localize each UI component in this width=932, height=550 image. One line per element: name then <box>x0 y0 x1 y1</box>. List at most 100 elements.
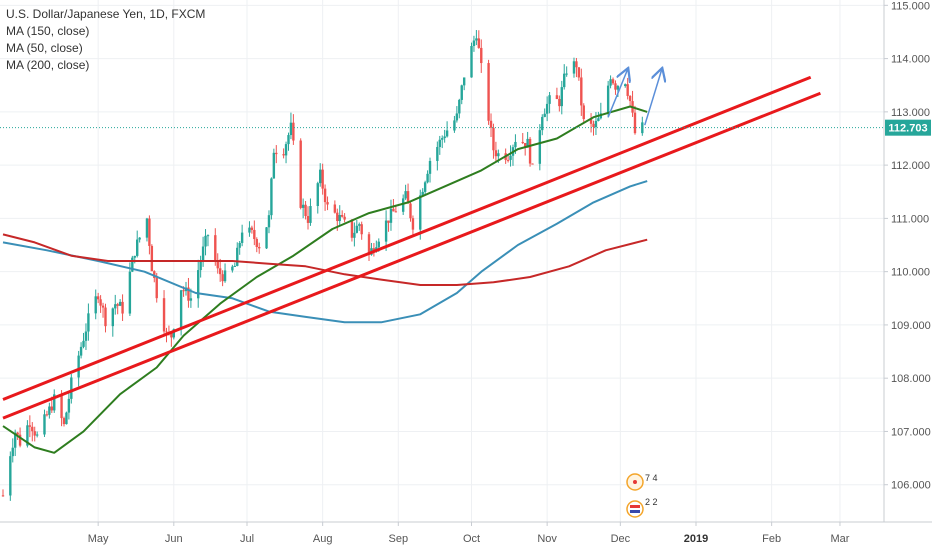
candle-body <box>438 139 441 148</box>
candle-body <box>258 246 261 249</box>
candle-body <box>9 456 12 496</box>
candle-body <box>333 204 337 213</box>
candle-body <box>453 120 456 131</box>
candle-body <box>150 245 154 272</box>
candle-body <box>509 155 512 160</box>
candle-body <box>53 394 56 411</box>
candle-body <box>197 270 200 299</box>
x-tick-label: Dec <box>611 533 631 545</box>
candle-body <box>121 301 124 314</box>
candle-body <box>528 138 532 164</box>
candle-body <box>301 204 305 208</box>
candle-body <box>111 308 115 327</box>
candle-body <box>14 432 17 448</box>
candle-body <box>628 95 632 102</box>
candle-body <box>204 235 207 247</box>
candle-body <box>470 46 473 78</box>
candle-body <box>606 85 610 114</box>
candle-body <box>336 212 339 222</box>
candle-body <box>31 426 34 432</box>
candle-body <box>179 290 183 330</box>
projection-arrow-0 <box>607 69 628 118</box>
candle-body <box>401 198 405 212</box>
candle-body <box>323 188 327 203</box>
candle-body <box>221 274 224 282</box>
candle-body <box>387 220 390 223</box>
candle-body <box>377 241 380 248</box>
candle-body <box>326 202 329 205</box>
y-tick-label: 115.000 <box>891 0 930 12</box>
candle-body <box>462 77 466 86</box>
candle-body <box>406 191 410 204</box>
candle-body <box>11 447 14 457</box>
candle-body <box>189 298 193 301</box>
candle-body <box>223 270 227 282</box>
y-tick-label: 109.000 <box>891 320 931 332</box>
candle-body <box>458 99 461 114</box>
candle-body <box>18 434 22 446</box>
candle-body <box>321 169 324 189</box>
x-tick-label: Oct <box>463 533 480 545</box>
candle-body <box>594 120 598 128</box>
candle-body <box>248 227 251 233</box>
candle-body <box>419 195 422 230</box>
candle-body <box>338 215 341 222</box>
candle-body <box>170 332 173 338</box>
candle-body <box>626 84 629 96</box>
x-tick-label: Mar <box>830 533 849 545</box>
candle-body <box>70 377 73 399</box>
candle-body <box>360 224 363 235</box>
candle-body <box>218 268 222 275</box>
candle-body <box>250 227 254 230</box>
candle-body <box>428 160 432 174</box>
candle-body <box>306 216 310 223</box>
candle-body <box>172 329 176 338</box>
candle-body <box>565 73 568 75</box>
candle-body <box>545 103 549 114</box>
candle-body <box>609 79 612 86</box>
flag-badge-icon <box>626 500 644 518</box>
candle-body <box>96 296 100 300</box>
candle-body <box>611 79 615 84</box>
candle-body <box>392 208 395 212</box>
candle-body <box>299 140 302 208</box>
trendline-1 <box>2 91 821 420</box>
candle-body <box>421 191 424 196</box>
candle-body <box>480 47 483 64</box>
candle-body <box>282 154 285 156</box>
candle-body <box>67 398 71 413</box>
candle-body <box>624 84 627 87</box>
candle-body <box>316 183 319 207</box>
candle-body <box>343 216 346 220</box>
candle-body <box>265 227 268 249</box>
candle-body <box>233 265 237 267</box>
candle-body <box>592 123 595 128</box>
candle-body <box>355 225 359 233</box>
candle-body <box>214 235 217 262</box>
candle-body <box>426 173 429 183</box>
candle-body <box>118 301 122 306</box>
x-tick-label: May <box>88 533 109 545</box>
candle-body <box>489 120 493 128</box>
candle-body <box>101 305 105 308</box>
candle-body <box>475 38 478 41</box>
ma-line-2 <box>2 233 648 286</box>
candle-body <box>136 239 139 256</box>
candle-body <box>423 182 427 192</box>
candle-body <box>560 87 563 107</box>
candle-body <box>558 98 561 107</box>
y-tick-label: 114.000 <box>891 54 930 66</box>
candle-body <box>309 206 312 223</box>
candle-body <box>526 138 529 148</box>
y-tick-label: 112.000 <box>891 160 930 172</box>
candle-body <box>616 86 620 90</box>
y-tick-label: 110.000 <box>891 267 930 279</box>
candle-body <box>48 406 51 415</box>
candle-body <box>287 135 290 145</box>
candle-body <box>199 261 202 271</box>
candle-body <box>33 431 36 436</box>
candle-body <box>155 277 158 299</box>
candle-body <box>26 425 29 446</box>
